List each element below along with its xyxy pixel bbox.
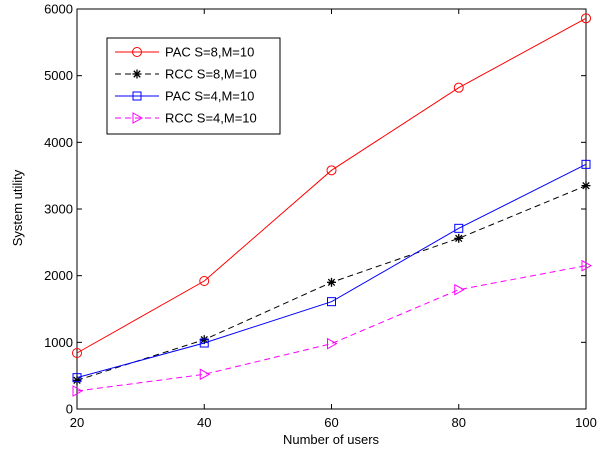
legend: PAC S=8,M=10 RCC S=8,M=10 PAC S=4,M=10 RCC … (106, 37, 281, 135)
data-point-circle (453, 82, 464, 93)
x-tick-label: 100 (575, 415, 597, 430)
series-line (76, 265, 587, 392)
data-point-circle (581, 13, 591, 24)
data-point-circle (132, 47, 142, 57)
series-4 (72, 259, 593, 397)
y-tick-label: 4000 (44, 135, 73, 150)
data-point-triangle (327, 337, 338, 350)
data-point-square (454, 223, 464, 233)
y-tick-label: 2000 (44, 268, 73, 283)
y-tick-label: 6000 (44, 2, 73, 17)
data-point-star (327, 277, 336, 287)
data-point-triangle (454, 283, 465, 296)
legend-entry: RCC S=4,M=10 (115, 111, 257, 126)
data-point-triangle (72, 385, 84, 397)
series-line (76, 17, 587, 354)
x-tick-label: 60 (324, 415, 338, 430)
legend-label: PAC S=4,M=10 (165, 89, 254, 104)
data-point-star (454, 233, 464, 243)
series-2 (72, 181, 591, 385)
data-point-triangle (581, 259, 593, 272)
data-point-star (132, 69, 142, 79)
series-1 (72, 13, 591, 358)
legend-entry: PAC S=4,M=10 (115, 89, 254, 104)
data-point-triangle (199, 368, 211, 381)
legend-label: RCC S=4,M=10 (165, 111, 257, 126)
y-tick-label: 0 (66, 402, 73, 417)
data-point-square (327, 297, 336, 307)
x-tick-label: 40 (197, 415, 211, 430)
y-axis-title: System utility (10, 169, 25, 246)
data-point-star (581, 181, 591, 191)
series-3 (72, 159, 591, 383)
x-tick-label: 20 (70, 415, 84, 430)
legend-entry: RCC S=8,M=10 (115, 67, 257, 82)
data-point-square (581, 159, 591, 169)
series-line (76, 163, 587, 379)
x-axis-title: Number of users (283, 432, 380, 447)
y-tick-label: 5000 (44, 68, 73, 83)
data-point-square (132, 91, 142, 101)
data-point-circle (326, 165, 337, 176)
data-point-square (72, 373, 82, 383)
y-tick-label: 3000 (44, 202, 73, 217)
data-point-circle (72, 348, 82, 358)
legend-label: PAC S=8,M=10 (165, 45, 254, 60)
data-point-square (199, 338, 209, 348)
legend-label: RCC S=8,M=10 (165, 67, 257, 82)
data-point-circle (199, 276, 210, 286)
y-tick-label: 1000 (44, 335, 73, 350)
data-point-triangle (132, 112, 144, 124)
legend-entry: PAC S=8,M=10 (115, 45, 254, 60)
x-tick-label: 80 (452, 415, 466, 430)
